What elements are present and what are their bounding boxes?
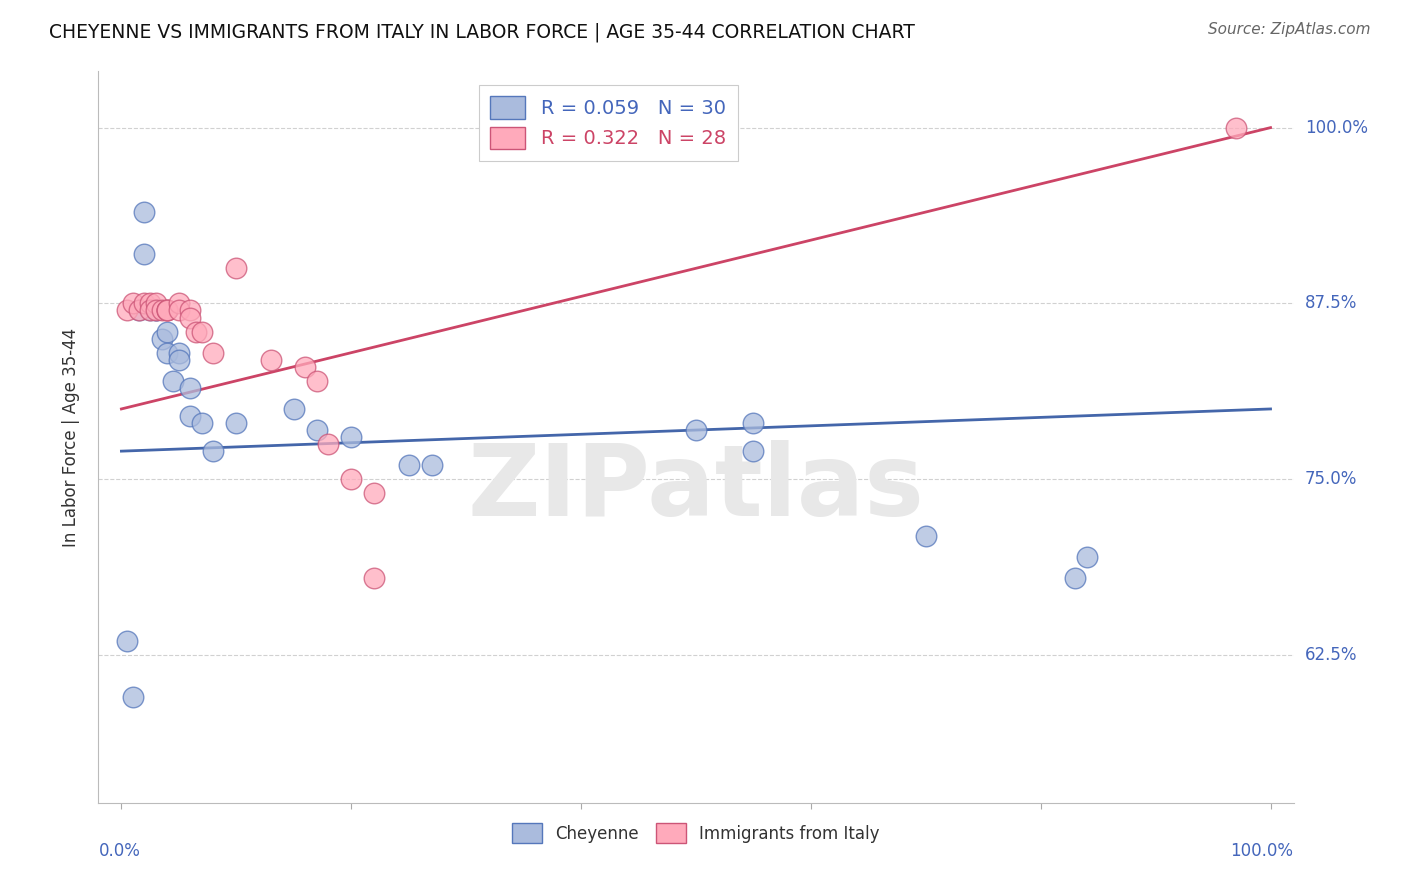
Text: 75.0%: 75.0%	[1305, 470, 1357, 488]
Point	[115, 634, 138, 648]
Text: 0.0%: 0.0%	[98, 842, 141, 860]
Text: Source: ZipAtlas.com: Source: ZipAtlas.com	[1208, 22, 1371, 37]
Point	[122, 296, 145, 310]
Point	[363, 571, 385, 585]
Point	[179, 381, 201, 395]
Point	[914, 528, 936, 542]
Point	[167, 296, 190, 310]
Point	[340, 430, 363, 444]
Point	[156, 303, 179, 318]
Text: 100.0%: 100.0%	[1230, 842, 1294, 860]
Point	[156, 303, 179, 318]
Text: CHEYENNE VS IMMIGRANTS FROM ITALY IN LABOR FORCE | AGE 35-44 CORRELATION CHART: CHEYENNE VS IMMIGRANTS FROM ITALY IN LAB…	[49, 22, 915, 42]
Point	[1076, 549, 1098, 564]
Point	[1225, 120, 1247, 135]
Point	[128, 303, 150, 318]
Point	[145, 303, 167, 318]
Point	[742, 416, 765, 430]
Point	[139, 303, 162, 318]
Point	[139, 296, 162, 310]
Point	[134, 296, 156, 310]
Point	[202, 444, 225, 458]
Point	[156, 345, 179, 359]
Point	[134, 247, 156, 261]
Y-axis label: In Labor Force | Age 35-44: In Labor Force | Age 35-44	[62, 327, 80, 547]
Point	[420, 458, 443, 473]
Text: 100.0%: 100.0%	[1305, 119, 1368, 136]
Point	[742, 444, 765, 458]
Point	[167, 345, 190, 359]
Point	[145, 303, 167, 318]
Point	[115, 303, 138, 318]
Point	[398, 458, 420, 473]
Point	[145, 303, 167, 318]
Point	[156, 325, 179, 339]
Point	[294, 359, 316, 374]
Point	[145, 296, 167, 310]
Point	[179, 303, 201, 318]
Point	[1064, 571, 1087, 585]
Point	[225, 261, 247, 276]
Point	[260, 352, 283, 367]
Point	[305, 374, 328, 388]
Point	[202, 345, 225, 359]
Text: ZIPatlas: ZIPatlas	[468, 440, 924, 537]
Point	[363, 486, 385, 500]
Point	[179, 409, 201, 423]
Point	[150, 303, 173, 318]
Point	[167, 352, 190, 367]
Text: 62.5%: 62.5%	[1305, 646, 1357, 665]
Point	[139, 303, 162, 318]
Point	[184, 325, 207, 339]
Point	[316, 437, 339, 451]
Point	[685, 423, 707, 437]
Point	[162, 374, 184, 388]
Text: 87.5%: 87.5%	[1305, 294, 1357, 312]
Point	[179, 310, 201, 325]
Legend: Cheyenne, Immigrants from Italy: Cheyenne, Immigrants from Italy	[506, 817, 886, 849]
Point	[134, 205, 156, 219]
Point	[128, 303, 150, 318]
Point	[225, 416, 247, 430]
Point	[305, 423, 328, 437]
Point	[191, 416, 214, 430]
Point	[283, 401, 305, 416]
Point	[340, 472, 363, 486]
Point	[150, 332, 173, 346]
Point	[167, 303, 190, 318]
Point	[156, 303, 179, 318]
Point	[122, 690, 145, 705]
Point	[191, 325, 214, 339]
